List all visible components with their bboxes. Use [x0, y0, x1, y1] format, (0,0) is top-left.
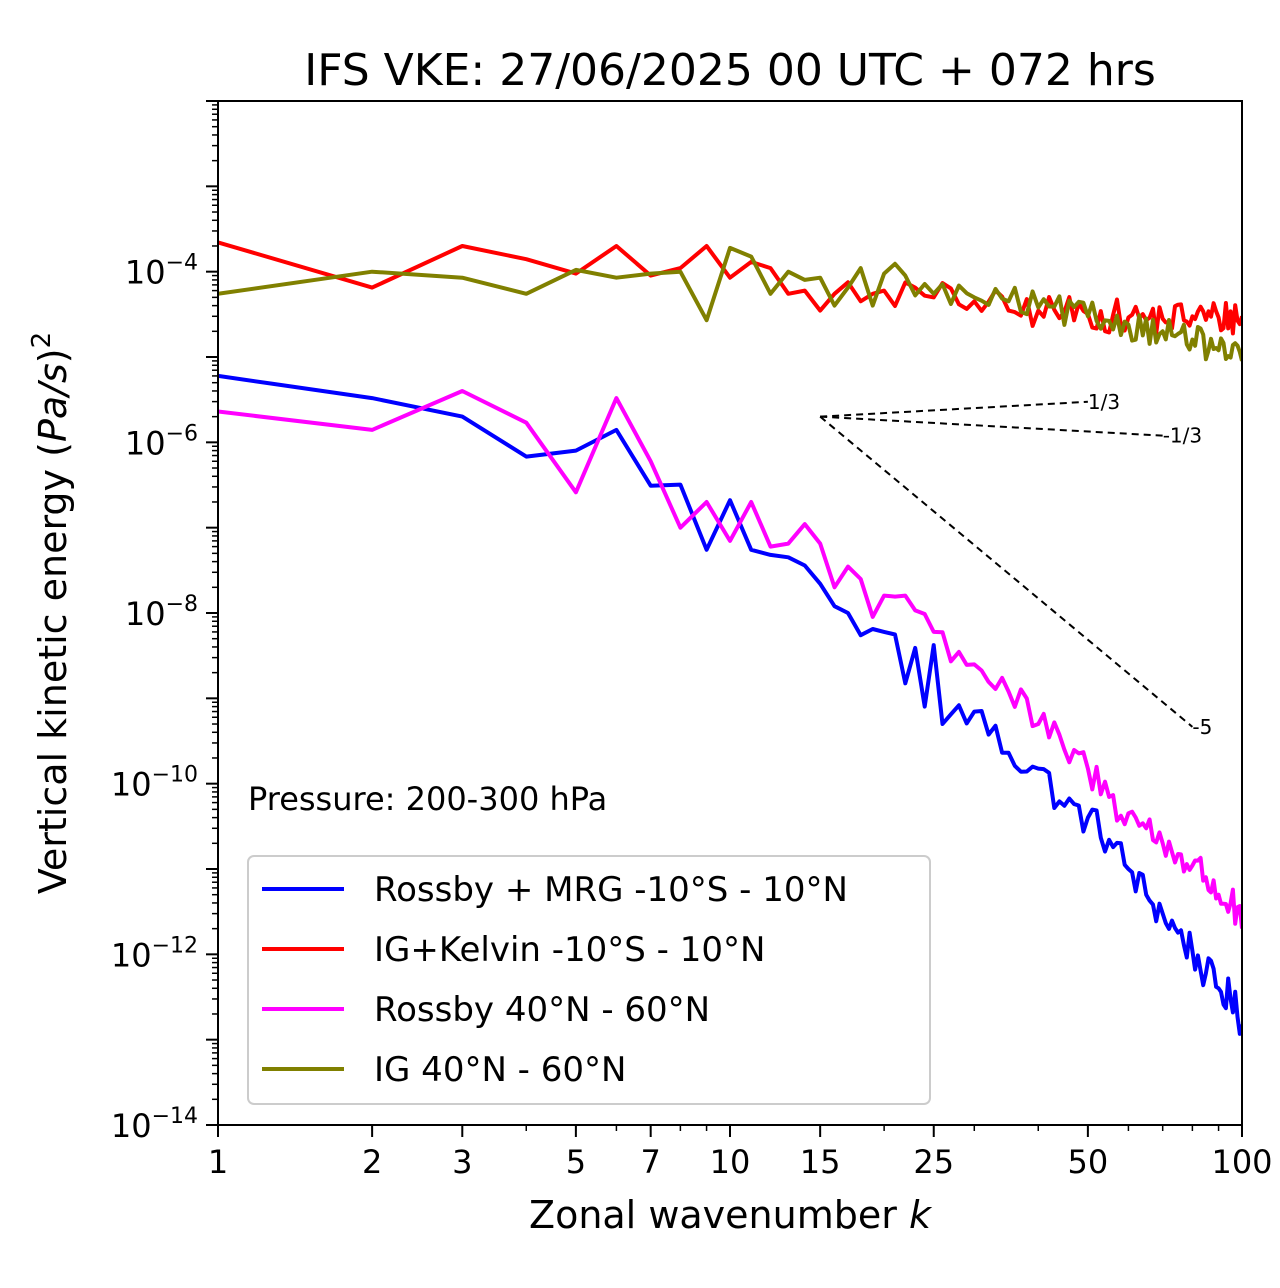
y-axis-label: Vertical kinetic energy (Pa/s)2	[27, 332, 75, 894]
y-tick-label: 10−4	[125, 251, 198, 292]
x-tick-label: 25	[913, 1143, 954, 1181]
series-line	[218, 245, 1242, 362]
y-tick-label: 10−12	[111, 933, 198, 974]
series-line	[218, 389, 1242, 929]
legend-label: IG+Kelvin -10°S - 10°N	[374, 930, 765, 970]
reference-slope-label: -1/3	[1163, 424, 1202, 448]
legend-label: Rossby + MRG -10°S - 10°N	[374, 870, 848, 910]
y-axis: 10−4 10−6 10−8 10−10 10−12 10−14	[111, 100, 218, 1145]
x-tick-label: 3	[452, 1143, 472, 1181]
y-tick-label: 10−14	[111, 1104, 198, 1145]
x-tick-label: 100	[1211, 1143, 1272, 1181]
legend-frame	[247, 855, 931, 1105]
chart-title: IFS VKE: 27/06/2025 00 UTC + 072 hrs	[304, 45, 1156, 96]
y-tick-label: 10−8	[125, 592, 198, 633]
legend-label: Rossby 40°N - 60°N	[374, 990, 710, 1030]
reference-slope-label: -5	[1192, 715, 1212, 739]
y-tick-label: 10−10	[111, 763, 198, 804]
reference-slope-label: 1/3	[1088, 390, 1120, 414]
x-tick-label: 50	[1068, 1143, 1109, 1181]
series-line	[218, 373, 1242, 1036]
x-tick-label: 10	[710, 1143, 751, 1181]
reference-slopes: 1/3 -1/3 -5	[819, 390, 1212, 739]
x-axis-label: Zonal wavenumber k	[529, 1193, 933, 1237]
reference-slope-line	[819, 415, 1194, 728]
legend: Rossby + MRG -10°S - 10°N IG+Kelvin -10°S…	[247, 855, 931, 1105]
x-tick-label: 2	[362, 1143, 382, 1181]
reference-slope-line	[820, 415, 1163, 437]
x-tick-label: 15	[800, 1143, 841, 1181]
x-tick-label: 5	[566, 1143, 586, 1181]
reference-slope-line	[820, 400, 1088, 418]
x-axis: 1 2 3 5 7 10 15 25 50 100	[208, 1125, 1273, 1181]
x-tick-label: 1	[208, 1143, 228, 1181]
series-line	[218, 240, 1242, 336]
series-layer	[218, 240, 1242, 1036]
y-tick-label: 10−6	[125, 421, 198, 462]
x-tick-label: 7	[641, 1143, 661, 1181]
legend-label: IG 40°N - 60°N	[374, 1050, 626, 1090]
pressure-annotation: Pressure: 200-300 hPa	[248, 780, 607, 818]
